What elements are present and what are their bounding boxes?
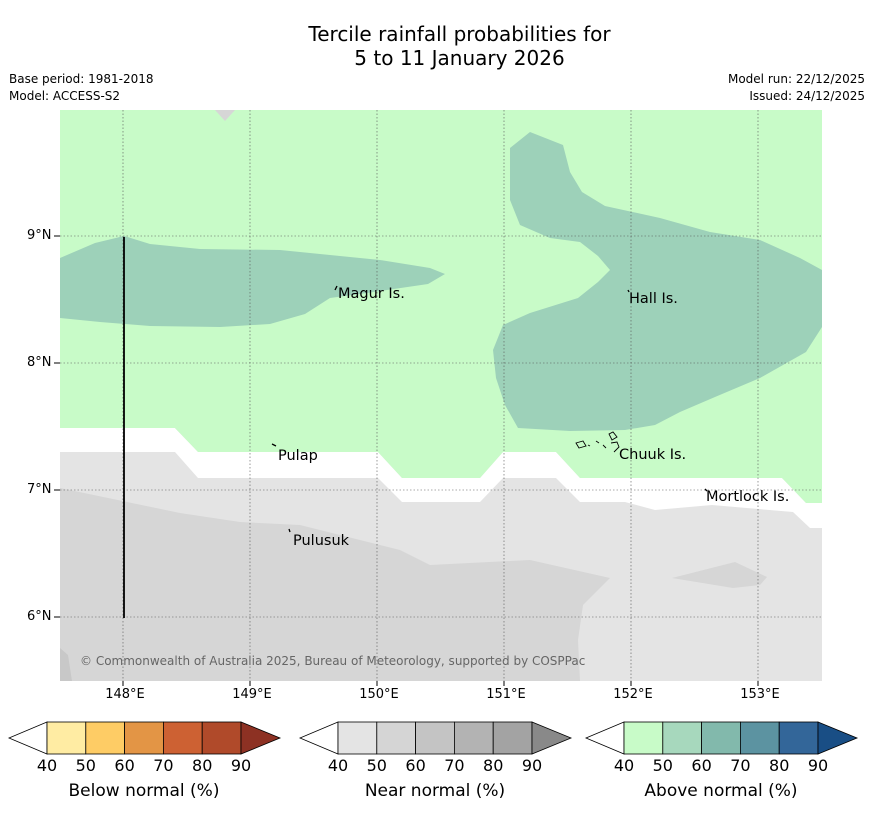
cb-above-tick: 80: [769, 756, 790, 775]
cb-near-tick: 70: [444, 756, 465, 775]
colorbar-above-50: [662, 721, 702, 755]
island-marks: [271, 285, 708, 533]
colorbar-above-90-extend: [817, 721, 859, 755]
cb-above-tick: 50: [652, 756, 673, 775]
colorbar-above-label: Above normal (%): [644, 781, 798, 801]
cb-near-tick: 50: [366, 756, 387, 775]
cb-near-tick: 90: [521, 756, 543, 775]
cb-below-tick: 60: [114, 756, 135, 775]
colorbar-near-60: [415, 721, 455, 755]
colorbar-above-low-extend: [584, 721, 625, 755]
colorbar-below-90-extend: [240, 721, 282, 755]
lon-label-153e: 153°E: [740, 687, 780, 702]
pulap-island-mark: [271, 443, 277, 447]
mortlock-island-mark: [704, 488, 708, 492]
title-line-1: Tercile rainfall probabilities for: [308, 22, 611, 46]
magur-island-mark: [334, 285, 338, 291]
cb-above-tick: 70: [730, 756, 751, 775]
cb-below-tick: 70: [153, 756, 174, 775]
cb-below-tick: 80: [192, 756, 213, 775]
model-text: Model: ACCESS-S2: [9, 89, 121, 103]
colorbar-near-90-extend: [531, 721, 573, 755]
cb-above-tick: 40: [613, 756, 635, 775]
colorbar-near-40: [337, 721, 378, 755]
above-normal-50-west: [60, 236, 445, 327]
cb-above-tick: 60: [691, 756, 712, 775]
colorbar-above-40: [623, 721, 664, 755]
cb-below-tick: 90: [230, 756, 252, 775]
colorbar-near-50: [376, 721, 416, 755]
place-hall: Hall Is.: [629, 291, 678, 307]
issued-text: Issued: 24/12/2025: [749, 89, 865, 103]
colorbar-below-80: [201, 721, 242, 755]
colorbar-near-label: Near normal (%): [364, 781, 506, 801]
lon-label-151e: 151°E: [486, 687, 526, 702]
axis-ticks: [54, 235, 759, 686]
cb-below-tick: 40: [36, 756, 58, 775]
colorbar-below-70: [162, 721, 203, 755]
lat-label-9n: 9°N: [27, 228, 52, 243]
base-period-text: Base period: 1981-2018: [9, 72, 154, 86]
colorbar-above-60: [701, 721, 741, 755]
hall-island-mark: [627, 289, 630, 293]
meta-right: Model run: 22/12/2025 Issued: 24/12/2025: [728, 71, 865, 105]
colorbar-above-70: [740, 721, 780, 755]
meta-left: Base period: 1981-2018 Model: ACCESS-S2: [9, 71, 154, 105]
place-mortlock: Mortlock Is.: [706, 489, 789, 505]
colorbar-near-70: [453, 721, 494, 755]
lat-label-8n: 8°N: [27, 355, 52, 370]
pulusuk-island-mark: [288, 528, 291, 533]
colorbar-below-low-extend: [7, 721, 48, 755]
colorbar-below-50: [85, 721, 126, 755]
place-chuuk: Chuuk Is.: [619, 447, 686, 463]
graticule: [60, 110, 822, 681]
near-normal-50-patch: [672, 562, 767, 588]
cb-near-tick: 80: [483, 756, 504, 775]
above-normal-50-east: [493, 132, 822, 431]
colorbar-above-80: [778, 721, 819, 755]
cb-near-tick: 60: [405, 756, 426, 775]
lat-label-7n: 7°N: [27, 482, 52, 497]
colorbar-above: [584, 721, 859, 755]
lon-label-152e: 152°E: [613, 687, 653, 702]
near-normal-corner: [60, 648, 72, 681]
place-magur: Magur Is.: [338, 286, 405, 302]
cb-near-tick: 40: [327, 756, 349, 775]
colorbar-below-label: Below normal (%): [68, 781, 220, 801]
map-title: Tercile rainfall probabilities for 5 to …: [0, 22, 873, 70]
lat-label-6n: 6°N: [27, 609, 52, 624]
colorbar-below-40: [46, 721, 87, 755]
title-line-2: 5 to 11 January 2026: [354, 46, 565, 70]
colorbar-near-80: [492, 721, 533, 755]
colorbar-below-60: [124, 721, 164, 755]
cb-below-tick: 50: [75, 756, 96, 775]
chuuk-island-marks: [575, 431, 620, 453]
colorbar-below: [7, 721, 282, 755]
lon-label-150e: 150°E: [359, 687, 399, 702]
place-pulusuk: Pulusuk: [293, 533, 350, 549]
lon-label-149e: 149°E: [232, 687, 272, 702]
cb-above-tick: 90: [807, 756, 829, 775]
colorbar-near: [298, 721, 573, 755]
lon-label-148e: 148°E: [105, 687, 145, 702]
colorbar-near-low-extend: [298, 721, 339, 755]
place-pulap: Pulap: [278, 448, 318, 464]
copyright-notice: © Commonwealth of Australia 2025, Bureau…: [80, 654, 585, 668]
model-run-text: Model run: 22/12/2025: [727, 72, 865, 86]
